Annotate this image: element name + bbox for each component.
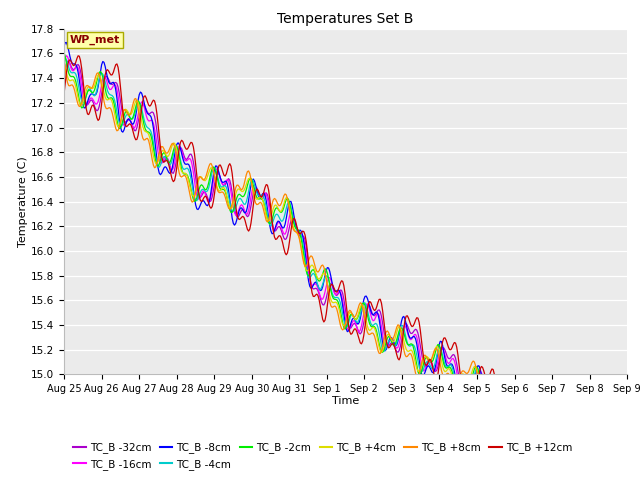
TC_B -16cm	[299, 233, 307, 239]
TC_B -16cm	[237, 203, 244, 209]
TC_B +8cm	[474, 375, 482, 381]
TC_B +4cm	[236, 186, 243, 192]
Line: TC_B -32cm: TC_B -32cm	[64, 61, 627, 462]
Line: TC_B -4cm: TC_B -4cm	[64, 58, 627, 459]
TC_B -16cm	[403, 329, 411, 335]
TC_B -4cm	[299, 240, 307, 246]
TC_B -4cm	[623, 433, 631, 439]
TC_B -8cm	[237, 205, 244, 211]
TC_B -2cm	[604, 456, 611, 461]
TC_B +12cm	[620, 466, 627, 472]
TC_B -8cm	[60, 44, 68, 49]
Text: WP_met: WP_met	[70, 35, 120, 45]
Line: TC_B -2cm: TC_B -2cm	[64, 52, 627, 458]
TC_B -32cm	[573, 440, 580, 446]
TC_B -16cm	[376, 317, 384, 323]
TC_B -32cm	[476, 372, 483, 377]
TC_B -4cm	[605, 456, 613, 462]
TC_B -2cm	[298, 238, 305, 243]
TC_B +12cm	[476, 372, 483, 377]
TC_B -4cm	[237, 195, 244, 201]
Line: TC_B +12cm: TC_B +12cm	[64, 56, 627, 469]
TC_B -32cm	[620, 459, 627, 465]
TC_B +12cm	[299, 228, 307, 234]
TC_B -2cm	[572, 422, 579, 428]
TC_B -2cm	[236, 192, 243, 197]
TC_B -16cm	[63, 53, 70, 59]
Line: TC_B +4cm: TC_B +4cm	[64, 61, 627, 458]
TC_B -4cm	[61, 55, 69, 60]
TC_B -8cm	[299, 233, 307, 239]
TC_B +4cm	[375, 344, 383, 350]
TC_B +4cm	[572, 420, 579, 426]
Line: TC_B -16cm: TC_B -16cm	[64, 56, 627, 457]
TC_B -4cm	[573, 426, 580, 432]
TC_B -32cm	[376, 309, 384, 315]
TC_B +12cm	[237, 216, 244, 222]
TC_B -32cm	[403, 323, 411, 328]
TC_B -2cm	[623, 435, 631, 441]
TC_B -8cm	[63, 39, 70, 45]
TC_B -2cm	[375, 341, 383, 347]
Legend: TC_B -32cm, TC_B -16cm, TC_B -8cm, TC_B -4cm, TC_B -2cm, TC_B +4cm, TC_B +8cm, T: TC_B -32cm, TC_B -16cm, TC_B -8cm, TC_B …	[69, 438, 577, 474]
TC_B -16cm	[476, 368, 483, 373]
TC_B -32cm	[60, 73, 68, 79]
TC_B -16cm	[573, 436, 580, 442]
TC_B -16cm	[60, 60, 68, 66]
TC_B +8cm	[602, 458, 610, 464]
TC_B -8cm	[403, 327, 411, 333]
TC_B +4cm	[623, 440, 631, 446]
TC_B +4cm	[60, 59, 68, 64]
TC_B +8cm	[375, 350, 383, 356]
TC_B +12cm	[623, 453, 631, 458]
X-axis label: Time: Time	[332, 396, 359, 406]
TC_B -8cm	[376, 324, 384, 330]
TC_B -16cm	[623, 438, 631, 444]
TC_B +4cm	[298, 245, 305, 251]
TC_B -4cm	[60, 55, 68, 61]
TC_B +4cm	[403, 346, 410, 352]
TC_B +4cm	[474, 370, 482, 376]
TC_B +12cm	[60, 91, 68, 97]
TC_B -2cm	[60, 49, 68, 55]
TC_B -4cm	[476, 368, 483, 374]
TC_B -4cm	[376, 336, 384, 342]
TC_B -8cm	[476, 363, 483, 369]
TC_B -32cm	[237, 210, 244, 216]
TC_B +8cm	[298, 248, 305, 254]
TC_B -32cm	[623, 448, 631, 454]
TC_B +12cm	[403, 313, 411, 319]
TC_B +12cm	[74, 53, 82, 59]
TC_B -16cm	[619, 455, 627, 460]
Line: TC_B +8cm: TC_B +8cm	[64, 60, 627, 461]
TC_B +8cm	[236, 184, 243, 190]
TC_B -32cm	[64, 58, 72, 64]
TC_B +12cm	[376, 296, 384, 302]
TC_B +8cm	[623, 444, 631, 450]
TC_B -32cm	[299, 233, 307, 239]
TC_B -4cm	[403, 340, 411, 346]
TC_B -2cm	[474, 366, 482, 372]
TC_B +8cm	[572, 415, 579, 420]
Y-axis label: Temperature (C): Temperature (C)	[19, 156, 28, 247]
TC_B +8cm	[403, 354, 410, 360]
Title: Temperatures Set B: Temperatures Set B	[277, 12, 414, 26]
TC_B -8cm	[623, 429, 631, 435]
TC_B -2cm	[403, 338, 410, 344]
TC_B +4cm	[604, 455, 611, 461]
TC_B +12cm	[573, 449, 580, 455]
TC_B -8cm	[607, 456, 614, 462]
TC_B +8cm	[60, 57, 68, 62]
Line: TC_B -8cm: TC_B -8cm	[64, 42, 627, 459]
TC_B -8cm	[573, 433, 580, 439]
